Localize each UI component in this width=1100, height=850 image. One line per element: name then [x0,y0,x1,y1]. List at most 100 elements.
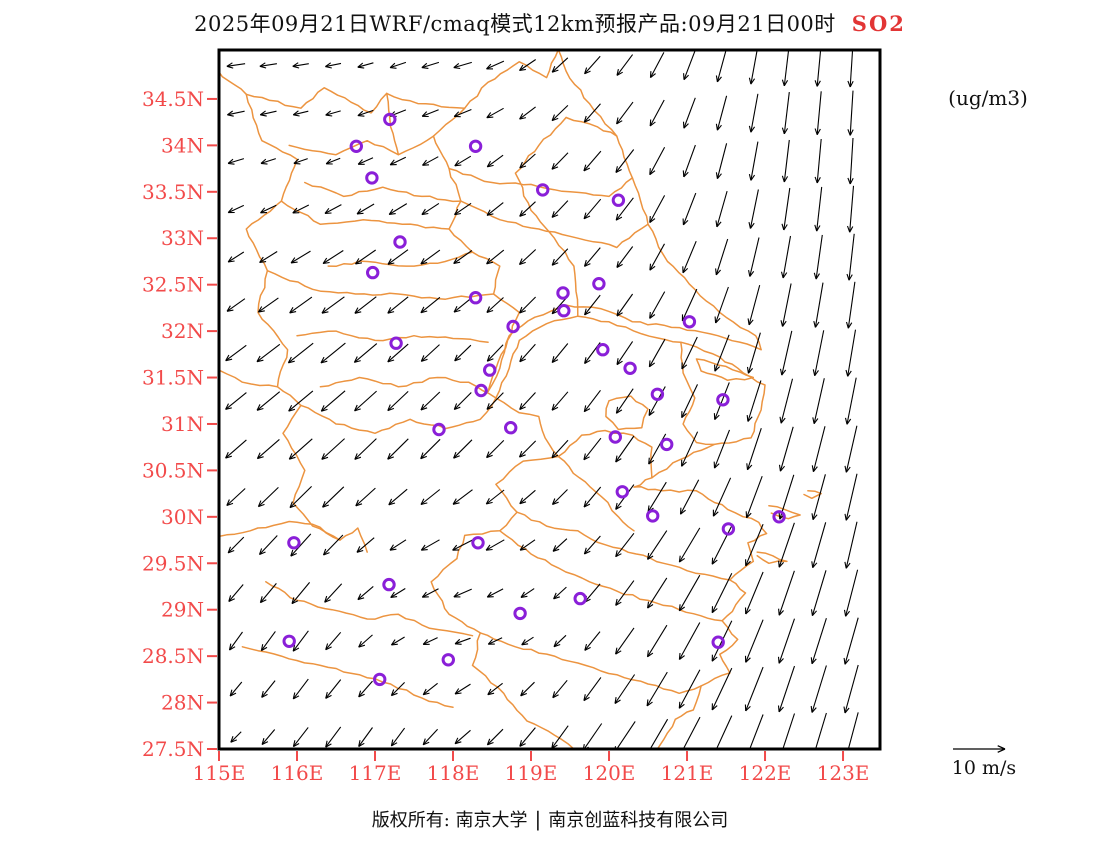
lon-tick-label: 119E [505,761,558,785]
station-marker [282,634,296,648]
station-marker [573,591,587,606]
lat-tick-label: 34N [161,133,204,157]
boundary-line [448,167,634,198]
boundary-line [296,330,489,343]
boundary-line [430,557,575,749]
boundary-line [241,646,454,708]
lon-tick-label: 120E [583,761,636,785]
boundary-line [803,490,822,500]
station-marker [373,672,387,687]
station-marker [349,139,363,154]
lon-tick-label: 117E [349,761,402,785]
map-border [217,48,882,751]
province-boundaries-layer [219,50,822,749]
station-marker [682,315,697,329]
lat-tick-label: 29.5N [142,551,204,575]
lat-tick-label: 27.5N [142,737,204,761]
station-marker [608,430,622,444]
lon-tick-label: 122E [739,761,792,785]
boundary-line [300,397,497,435]
lon-tick-label: 116E [271,761,324,785]
lat-tick-label: 30N [161,505,204,529]
lat-tick-label: 31N [161,412,204,436]
station-marker [468,291,483,305]
boundary-line [219,50,559,114]
station-marker [471,536,485,550]
boundary-line [385,92,400,156]
station-marker [506,319,520,334]
boundary-line [266,269,495,300]
boundary-line [516,511,731,581]
boundary-line [487,304,762,393]
boundary-line [460,200,649,249]
longitude-axis: 115E 116E 117E 118E 119E 120E 121E 122E 123E [193,751,870,785]
station-marker [556,286,570,300]
copyright: 版权所有: 南京大学 | 南京创蓝科技有限公司 [0,806,1100,832]
station-marker [650,387,665,401]
station-marker [441,653,455,667]
boundary-line [499,530,723,622]
boundary-line [557,50,762,351]
station-marker [646,509,660,523]
lat-tick-label: 30.5N [142,458,204,482]
boundary-line [565,116,618,137]
boundary-line [756,551,788,565]
boundary-line [245,93,368,553]
lat-tick-label: 28N [161,691,204,715]
wind-scale-arrow [953,745,1006,753]
station-marker [383,112,397,127]
unit-label: (ug/m3) [948,86,1028,110]
boundary-line [304,181,462,203]
boundary-line [432,107,521,393]
lat-tick-label: 31.5N [142,366,204,390]
boundary-line [495,397,653,479]
station-marker [611,193,626,207]
boundary-line [280,200,450,230]
boundary-line [319,376,497,399]
lon-tick-label: 115E [193,761,246,785]
lat-tick-label: 28.5N [142,644,204,668]
station-marker [721,522,736,536]
lat-tick-label: 33.5N [142,180,204,204]
copyright-holder: 版权所有: 南京大学 [371,810,528,831]
station-marker [468,139,483,154]
station-marker [365,171,379,185]
boundary-line [456,455,560,560]
station-marker [660,437,674,452]
title-text: 2025年09月21日WRF/cmaq模式12km预报产品:09月21日00时 [194,12,836,36]
copyright-separator: | [534,807,542,831]
lon-tick-label: 121E [661,761,714,785]
station-marker [711,635,725,649]
lat-tick-label: 29N [161,598,204,622]
boundary-line [514,116,579,317]
boundary-line [219,369,279,388]
boundary-line [479,632,702,695]
lat-tick-label: 34.5N [142,87,204,111]
station-marker [393,235,407,249]
station-marker [287,536,301,550]
station-markers-layer [282,112,786,687]
pollutant-label: SO2 [851,11,906,36]
lat-tick-label: 32.5N [142,273,204,297]
station-marker [557,304,571,318]
boundary-line [219,520,341,541]
station-marker [432,422,446,437]
station-marker [366,265,380,280]
lon-tick-label: 123E [817,761,870,785]
station-marker [513,606,527,621]
page-title: 2025年09月21日WRF/cmaq模式12km预报产品:09月21日00时 S… [0,8,1100,38]
station-marker [615,485,629,499]
station-marker [474,383,488,398]
boundary-line [680,341,716,446]
latitude-axis: 34.5N 34N 33.5N 33N 32.5N 32N 31.5N 31N 30.5N 30N… [142,87,217,761]
wind-scale-label: 10 m/s [951,757,1017,779]
station-marker [389,336,403,350]
boundary-line [288,135,435,156]
lon-tick-label: 118E [427,761,480,785]
boundary-line [327,251,474,268]
station-marker [382,577,396,592]
station-marker [716,393,730,407]
station-marker [536,183,550,197]
